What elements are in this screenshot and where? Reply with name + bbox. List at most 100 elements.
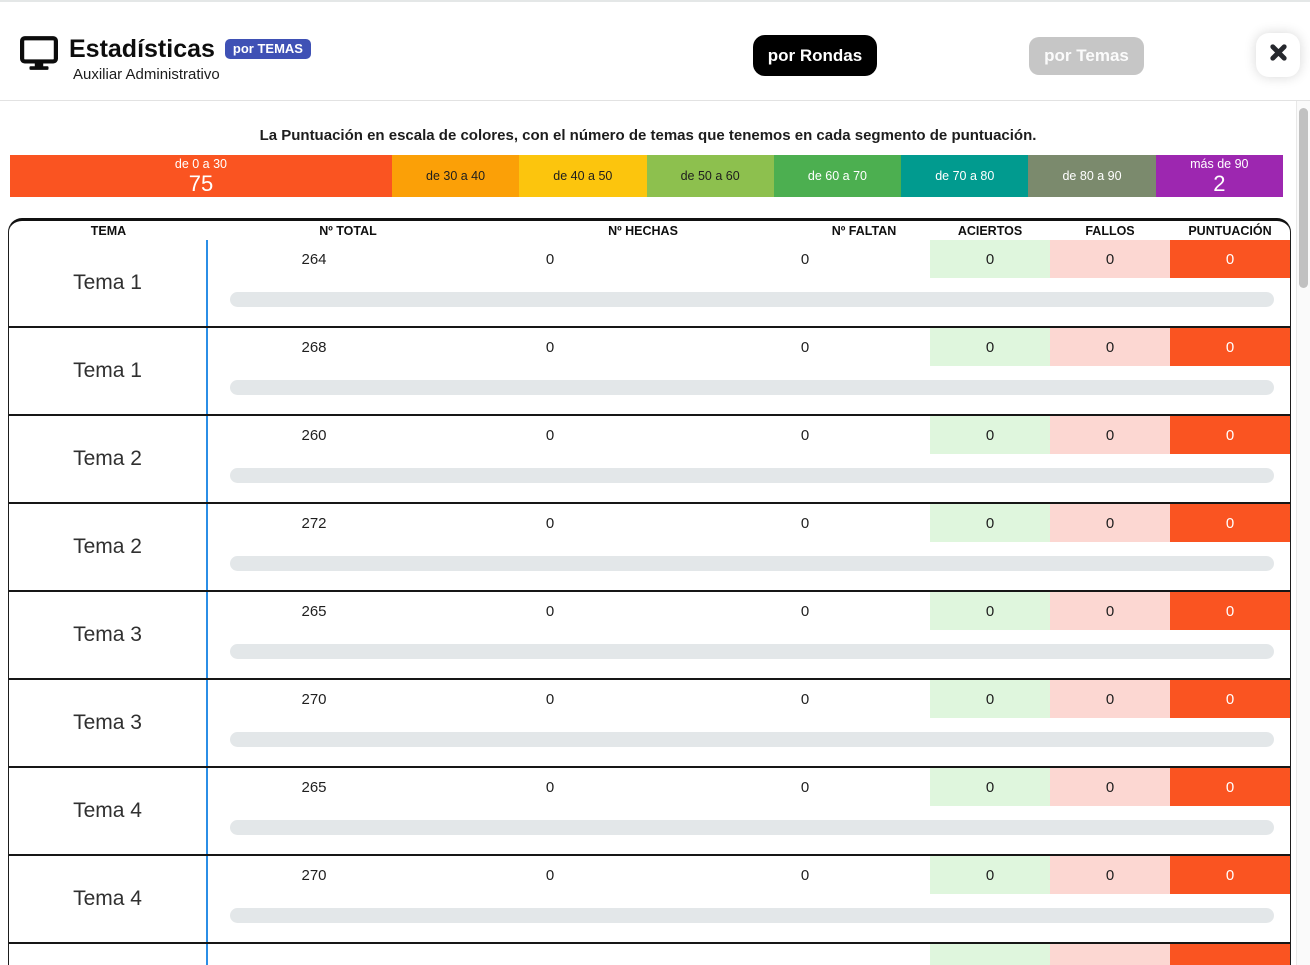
- table-row[interactable]: Tema 4 265 0 0 0 0 0: [9, 768, 1290, 856]
- tema-cell: Tema 3: [9, 592, 208, 678]
- table-body: Tema 1 264 0 0 0 0 0 Tema 1 268 0 0 0 0 …: [9, 240, 1290, 965]
- row-values: 260 0 0 0 0 0: [208, 416, 1290, 502]
- aciertos-value: 0: [930, 768, 1050, 806]
- fallos-value: 0: [1050, 592, 1170, 630]
- table-row[interactable]: Tema 3 265 0 0 0 0 0: [9, 592, 1290, 680]
- puntuacion-value: 0: [1170, 504, 1290, 542]
- row-values: 264 0 0 0 0 0: [208, 240, 1290, 326]
- score-scale-bar: de 0 a 30 75 de 30 a 40 de 40 a 50 de 50…: [10, 155, 1283, 197]
- fallos-value: [1050, 944, 1170, 965]
- puntuacion-value: 0: [1170, 416, 1290, 454]
- scale-segment: de 80 a 90: [1028, 155, 1156, 197]
- puntuacion-value: 0: [1170, 856, 1290, 894]
- table-row[interactable]: Tema 4 270 0 0 0 0 0: [9, 856, 1290, 944]
- hechas-value: 0: [545, 426, 555, 444]
- faltan-value: 0: [800, 338, 810, 356]
- col-header-total: Nº TOTAL: [319, 223, 377, 238]
- scale-segment: de 60 a 70: [773, 155, 902, 197]
- table-row[interactable]: Tema 2 272 0 0 0 0 0: [9, 504, 1290, 592]
- table-row[interactable]: Tema 3 270 0 0 0 0 0: [9, 680, 1290, 768]
- tema-cell: Tema 4: [9, 856, 208, 942]
- total-value: 265: [301, 602, 327, 620]
- scale-segment-count: 2: [1213, 171, 1226, 196]
- table-row[interactable]: [9, 944, 1290, 965]
- aciertos-value: 0: [930, 680, 1050, 718]
- aciertos-value: 0: [930, 328, 1050, 366]
- scrollbar-thumb[interactable]: [1299, 108, 1308, 288]
- progress-bar: [230, 380, 1274, 395]
- hechas-value: 0: [545, 338, 555, 356]
- close-icon: [1267, 41, 1290, 69]
- faltan-value: 0: [800, 602, 810, 620]
- brand-text: Estadísticas por TEMAS Auxiliar Administ…: [69, 36, 311, 83]
- table-row[interactable]: Tema 1 264 0 0 0 0 0: [9, 240, 1290, 328]
- scale-segment: de 40 a 50: [519, 155, 647, 197]
- hechas-value: 0: [545, 250, 555, 268]
- total-value: 260: [301, 426, 327, 444]
- scale-segment: más de 90 2: [1155, 155, 1283, 197]
- scale-segment-label: de 70 a 80: [935, 168, 995, 183]
- page-title: Estadísticas: [69, 35, 215, 63]
- fallos-value: 0: [1050, 680, 1170, 718]
- table-row[interactable]: Tema 2 260 0 0 0 0 0: [9, 416, 1290, 504]
- close-button[interactable]: [1256, 33, 1300, 77]
- top-bar: Estadísticas por TEMAS Auxiliar Administ…: [0, 0, 1310, 101]
- row-values: 272 0 0 0 0 0: [208, 504, 1290, 590]
- brand: Estadísticas por TEMAS Auxiliar Administ…: [20, 36, 311, 83]
- progress-bar: [230, 292, 1274, 307]
- scale-segment: de 0 a 30 75: [10, 155, 392, 197]
- scale-segment-label: de 80 a 90: [1062, 168, 1122, 183]
- total-value: 270: [301, 866, 327, 884]
- por-temas-button[interactable]: por Temas: [1029, 37, 1144, 75]
- progress-bar: [230, 908, 1274, 923]
- col-header-puntuacion: PUNTUACIÓN: [1188, 223, 1272, 238]
- progress-bar: [230, 644, 1274, 659]
- fallos-value: 0: [1050, 240, 1170, 278]
- progress-bar: [230, 556, 1274, 571]
- faltan-value: 0: [800, 250, 810, 268]
- faltan-value: 0: [800, 426, 810, 444]
- total-value: 272: [301, 514, 327, 532]
- fallos-value: 0: [1050, 504, 1170, 542]
- scrollbar-track[interactable]: [1296, 101, 1310, 965]
- row-values: 270 0 0 0 0 0: [208, 856, 1290, 942]
- tema-cell: Tema 2: [9, 504, 208, 590]
- puntuacion-value: 0: [1170, 328, 1290, 366]
- scale-segment: de 50 a 60: [646, 155, 774, 197]
- puntuacion-value: 0: [1170, 680, 1290, 718]
- fallos-value: 0: [1050, 328, 1170, 366]
- total-value: 270: [301, 690, 327, 708]
- scale-segment-label: de 0 a 30: [174, 157, 228, 171]
- puntuacion-value: 0: [1170, 768, 1290, 806]
- scale-segment-label: de 50 a 60: [680, 168, 740, 183]
- progress-bar: [230, 820, 1274, 835]
- faltan-value: 0: [800, 866, 810, 884]
- total-value: 268: [301, 338, 327, 356]
- aciertos-value: 0: [930, 856, 1050, 894]
- aciertos-value: 0: [930, 504, 1050, 542]
- tema-cell: Tema 1: [9, 328, 208, 414]
- fallos-value: 0: [1050, 856, 1170, 894]
- col-header-hechas: Nº HECHAS: [608, 223, 678, 238]
- table-row[interactable]: Tema 1 268 0 0 0 0 0: [9, 328, 1290, 416]
- fallos-value: 0: [1050, 768, 1170, 806]
- progress-bar: [230, 468, 1274, 483]
- faltan-value: 0: [800, 514, 810, 532]
- puntuacion-value: 0: [1170, 592, 1290, 630]
- hechas-value: 0: [545, 778, 555, 796]
- row-values: 265 0 0 0 0 0: [208, 768, 1290, 854]
- aciertos-value: 0: [930, 592, 1050, 630]
- tema-cell: Tema 2: [9, 416, 208, 502]
- aciertos-value: 0: [930, 240, 1050, 278]
- hechas-value: 0: [545, 514, 555, 532]
- faltan-value: 0: [800, 778, 810, 796]
- total-value: 265: [301, 778, 327, 796]
- scale-segment-count: 75: [188, 171, 214, 196]
- scale-segment: de 70 a 80: [901, 155, 1029, 197]
- faltan-value: 0: [800, 690, 810, 708]
- por-rondas-button[interactable]: por Rondas: [753, 35, 877, 76]
- hechas-value: [420, 944, 680, 965]
- mode-badge: por TEMAS: [224, 39, 311, 60]
- col-header-faltan: Nº FALTAN: [831, 223, 897, 238]
